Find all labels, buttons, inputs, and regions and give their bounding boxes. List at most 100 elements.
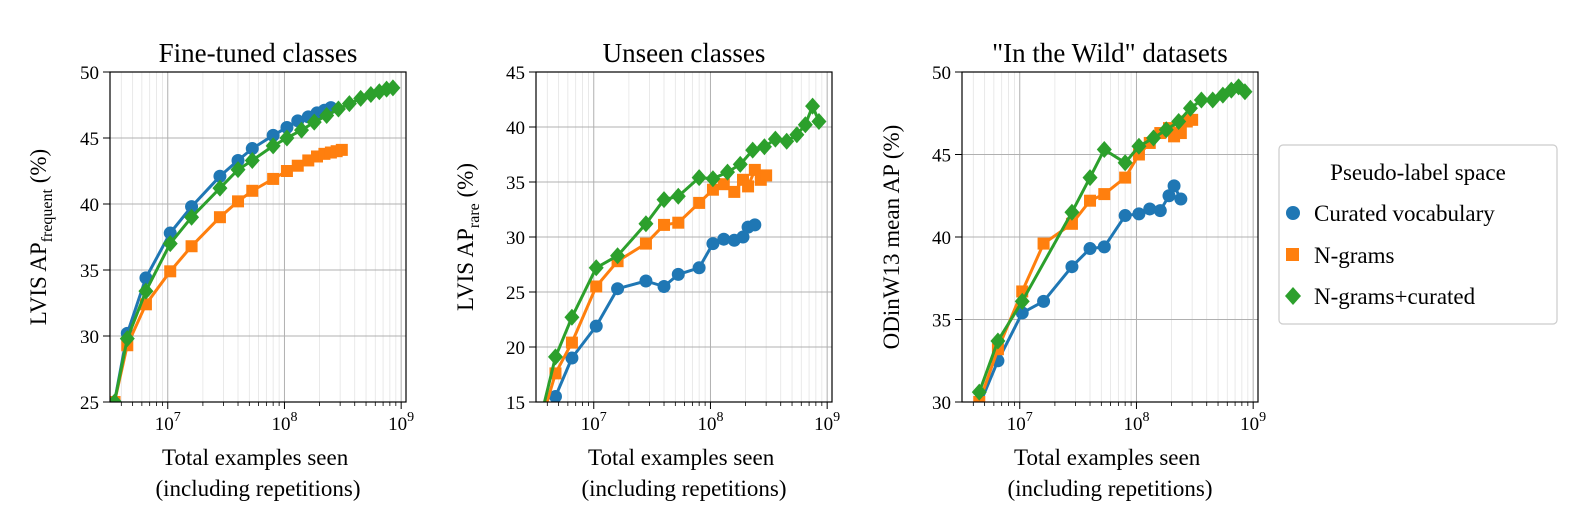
data-point-diamond bbox=[1096, 141, 1112, 159]
x-tick-label: 108 bbox=[1123, 410, 1149, 435]
legend-marker-square bbox=[1286, 248, 1299, 261]
data-point-diamond bbox=[779, 132, 795, 150]
data-point-diamond bbox=[705, 170, 721, 188]
data-point-diamond bbox=[610, 247, 626, 265]
x-tick-label: 107 bbox=[1007, 410, 1033, 435]
data-point-square bbox=[742, 180, 755, 193]
x-tick-label: 108 bbox=[697, 410, 723, 435]
data-point-circle bbox=[1162, 189, 1176, 203]
chart-fine-tuned-classes: Fine-tuned classes 107 108 109253035404550… bbox=[26, 38, 414, 501]
data-point-diamond bbox=[745, 141, 761, 159]
y-tick-label: 30 bbox=[506, 228, 525, 249]
series-n-grams-curated bbox=[542, 97, 827, 402]
data-point-square bbox=[590, 280, 603, 293]
data-point-circle bbox=[185, 200, 199, 214]
y-tick-label: 25 bbox=[506, 283, 525, 304]
x-axis-label-line1: Total examples seen bbox=[1014, 445, 1201, 470]
data-point-diamond bbox=[1193, 91, 1209, 109]
x-tick-base: 10 bbox=[388, 414, 407, 435]
y-tick-label: 50 bbox=[932, 63, 951, 84]
series-group bbox=[535, 97, 827, 430]
data-point-square bbox=[164, 265, 177, 278]
chart-title: Fine-tuned classes bbox=[159, 38, 358, 68]
plot-frame bbox=[109, 71, 407, 403]
data-point-circle bbox=[717, 232, 731, 246]
data-point-circle bbox=[736, 230, 750, 244]
series-group bbox=[110, 79, 401, 402]
legend: Pseudo-label space Curated vocabulary N-… bbox=[1278, 144, 1558, 325]
data-point-square bbox=[706, 183, 719, 196]
series-line bbox=[977, 85, 1246, 393]
data-point-diamond bbox=[294, 121, 310, 139]
x-tick-exp: 8 bbox=[716, 410, 723, 425]
series-curated-vocabulary bbox=[548, 218, 762, 402]
legend-entry-ngrams-curated: N-grams+curated bbox=[1285, 284, 1476, 309]
series-n-grams bbox=[973, 113, 1199, 402]
y-tick-label: 45 bbox=[506, 63, 525, 84]
series-line bbox=[545, 168, 768, 402]
data-point-circle bbox=[280, 120, 294, 134]
y-tick-label: 35 bbox=[506, 173, 525, 194]
x-tick-label: 109 bbox=[814, 410, 840, 435]
data-point-circle bbox=[1132, 207, 1146, 221]
data-point-circle bbox=[1037, 294, 1051, 308]
data-point-diamond bbox=[138, 282, 154, 300]
y-tick-label: 30 bbox=[80, 327, 99, 348]
series-curated-vocabulary bbox=[110, 101, 338, 402]
data-point-square bbox=[1186, 113, 1199, 126]
series-line bbox=[977, 118, 1193, 402]
y-axis-label-main: LVIS AP bbox=[26, 242, 51, 325]
series-curated-vocabulary bbox=[973, 179, 1188, 402]
data-point-circle bbox=[565, 351, 579, 365]
data-point-circle bbox=[639, 274, 653, 288]
data-point-diamond bbox=[720, 163, 736, 181]
y-axis-label: LVIS APrare (%) bbox=[453, 163, 483, 311]
data-point-square bbox=[1037, 237, 1050, 250]
data-point-diamond bbox=[805, 97, 821, 115]
data-point-diamond bbox=[1146, 129, 1162, 147]
data-point-square bbox=[717, 178, 730, 191]
data-point-circle bbox=[1167, 179, 1181, 193]
y-tick-label: 20 bbox=[506, 338, 525, 359]
chart-title: Unseen classes bbox=[603, 38, 766, 68]
data-point-diamond bbox=[789, 126, 805, 144]
data-point-square bbox=[185, 240, 198, 253]
data-point-diamond bbox=[319, 107, 335, 125]
y-tick-label: 40 bbox=[932, 228, 951, 249]
data-point-square bbox=[291, 159, 304, 172]
series-line bbox=[113, 106, 332, 402]
x-tick-base: 10 bbox=[1240, 414, 1259, 435]
series-n-grams bbox=[110, 143, 348, 402]
x-axis-label: Total examples seen (including repetitio… bbox=[155, 445, 360, 501]
chart-in-the-wild-datasets: "In the Wild" datasets 107 108 10930354045… bbox=[879, 38, 1266, 501]
y-tick-label: 50 bbox=[80, 63, 99, 84]
data-point-diamond bbox=[1082, 169, 1098, 187]
x-tick-base: 10 bbox=[271, 414, 290, 435]
data-point-square bbox=[335, 143, 348, 156]
data-point-diamond bbox=[119, 330, 135, 348]
data-point-diamond bbox=[385, 79, 401, 97]
x-tick-exp: 8 bbox=[1142, 410, 1149, 425]
data-point-diamond bbox=[1182, 99, 1198, 117]
data-point-circle bbox=[748, 218, 762, 232]
data-point-square bbox=[748, 163, 761, 176]
y-axis-label: LVIS APfrequent (%) bbox=[26, 149, 56, 325]
x-tick-exp: 8 bbox=[290, 410, 297, 425]
x-tick-exp: 9 bbox=[407, 410, 414, 425]
data-point-square bbox=[1174, 127, 1187, 140]
data-point-square bbox=[280, 165, 293, 177]
data-point-diamond bbox=[110, 393, 123, 402]
data-point-diamond bbox=[797, 116, 813, 134]
data-point-circle bbox=[657, 280, 671, 293]
data-point-circle bbox=[1118, 209, 1132, 223]
data-point-square bbox=[535, 418, 547, 430]
y-tick-label: 40 bbox=[506, 118, 525, 139]
legend-label: N-grams bbox=[1314, 243, 1395, 268]
data-point-circle bbox=[671, 267, 685, 281]
x-tick-exp: 7 bbox=[174, 410, 181, 425]
grid bbox=[110, 71, 406, 403]
data-point-diamond bbox=[1131, 137, 1147, 155]
y-axis-label-main: ODinW13 mean AP (%) bbox=[879, 125, 904, 350]
data-point-diamond bbox=[588, 259, 604, 277]
